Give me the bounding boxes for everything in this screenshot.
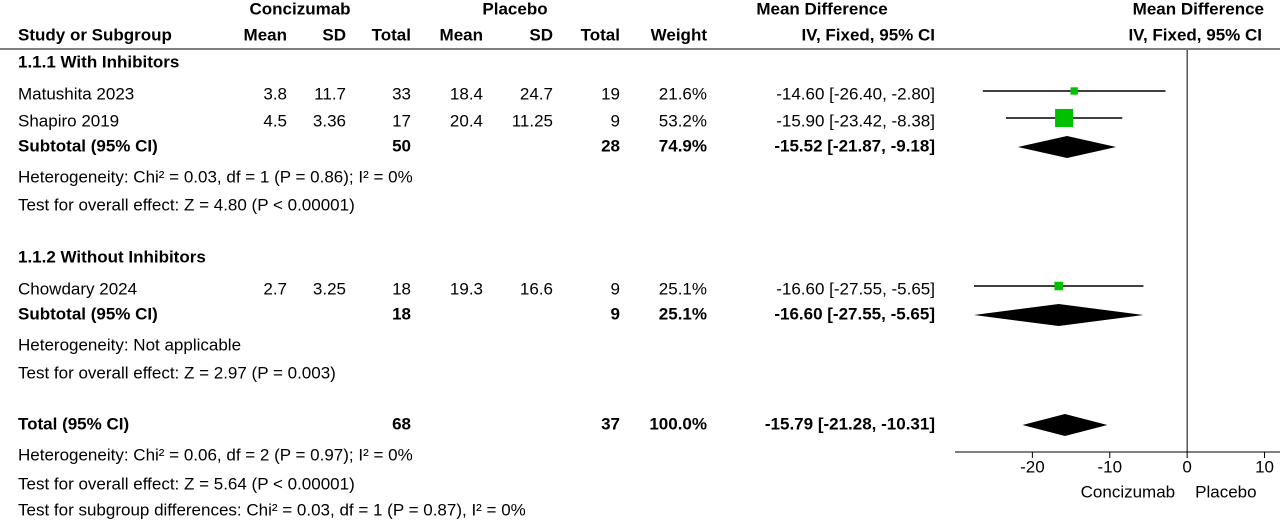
study-cell: 18.4	[450, 84, 483, 103]
study-weight: 25.1%	[659, 279, 707, 298]
column-header: Weight	[651, 25, 708, 44]
column-header: SD	[529, 25, 553, 44]
heterogeneity: Heterogeneity: Not applicable	[18, 335, 241, 354]
summary-effect: -15.79 [-21.28, -10.31]	[765, 414, 935, 433]
study-effect: -16.60 [-27.55, -5.65]	[776, 279, 935, 298]
summary-total: 50	[392, 136, 411, 155]
study-effect: -15.90 [-23.42, -8.38]	[776, 111, 935, 130]
study-cell: 11.25	[512, 111, 553, 130]
heterogeneity: Heterogeneity: Chi² = 0.06, df = 2 (P = …	[18, 445, 413, 464]
study-cell: 19.3	[450, 279, 483, 298]
study-cell: 24.7	[520, 84, 553, 103]
x-tick-label: -20	[1020, 457, 1045, 476]
summary-diamond	[973, 304, 1144, 326]
study-cell: 19	[601, 84, 620, 103]
column-header: Mean	[244, 25, 287, 44]
x-tick-label: 10	[1255, 457, 1274, 476]
overall-effect: Test for overall effect: Z = 4.80 (P < 0…	[18, 195, 355, 214]
overall-effect: Test for overall effect: Z = 2.97 (P = 0…	[18, 363, 336, 382]
study-cell: 9	[611, 111, 620, 130]
study-cell: 9	[611, 279, 620, 298]
column-header: Total	[581, 25, 620, 44]
md-header: Mean Difference	[756, 0, 887, 18]
group2-header: Placebo	[482, 0, 547, 18]
study-cell: 20.4	[450, 111, 483, 130]
effect-square	[1070, 87, 1078, 95]
summary-total: 18	[392, 304, 411, 323]
summary-effect: -15.52 [-21.87, -9.18]	[774, 136, 935, 155]
column-header: Mean	[440, 25, 483, 44]
summary-label: Subtotal (95% CI)	[18, 136, 158, 155]
subgroup-title: 1.1.1 With Inhibitors	[18, 52, 179, 71]
summary-weight: 25.1%	[659, 304, 707, 323]
overall-effect: Test for overall effect: Z = 5.64 (P < 0…	[18, 474, 355, 493]
favours-right: Placebo	[1195, 482, 1256, 501]
summary-weight: 74.9%	[659, 136, 707, 155]
study-weight: 53.2%	[659, 111, 707, 130]
study-cell: 33	[392, 84, 411, 103]
study-cell: 17	[392, 111, 411, 130]
summary-weight: 100.0%	[649, 414, 707, 433]
summary-effect: -16.60 [-27.55, -5.65]	[774, 304, 935, 323]
column-header: SD	[322, 25, 346, 44]
study-cell: 3.36	[313, 111, 346, 130]
plot-header: Mean Difference	[1133, 0, 1264, 18]
summary-label: Subtotal (95% CI)	[18, 304, 158, 323]
study-weight: 21.6%	[659, 84, 707, 103]
study-cell: 4.5	[263, 111, 287, 130]
study-cell: 3.8	[263, 84, 287, 103]
study-cell: 18	[392, 279, 411, 298]
heterogeneity: Heterogeneity: Chi² = 0.03, df = 1 (P = …	[18, 167, 413, 186]
plot-method: IV, Fixed, 95% CI	[1128, 25, 1262, 44]
favours-left: Concizumab	[1081, 482, 1176, 501]
study-effect: -14.60 [-26.40, -2.80]	[776, 84, 935, 103]
subgroup-title: 1.1.2 Without Inhibitors	[18, 247, 206, 266]
summary-total: 37	[601, 414, 620, 433]
summary-diamond	[1022, 414, 1108, 436]
summary-total: 9	[611, 304, 620, 323]
effect-square	[1054, 281, 1063, 291]
study-cell: 3.25	[313, 279, 346, 298]
study-name: Chowdary 2024	[18, 279, 137, 298]
study-cell: 11.7	[314, 84, 346, 103]
study-cell: 2.7	[263, 279, 287, 298]
summary-label: Total (95% CI)	[18, 414, 129, 433]
group1-header: Concizumab	[249, 0, 350, 18]
x-tick-label: -10	[1097, 457, 1122, 476]
study-cell: 16.6	[520, 279, 553, 298]
study-name: Matushita 2023	[18, 84, 134, 103]
column-header: Study or Subgroup	[18, 25, 172, 44]
x-tick-label: 0	[1182, 457, 1191, 476]
summary-diamond	[1017, 136, 1117, 158]
subgroup-differences: Test for subgroup differences: Chi² = 0.…	[18, 500, 526, 519]
summary-total: 68	[392, 414, 411, 433]
column-header: Total	[372, 25, 411, 44]
summary-total: 28	[601, 136, 620, 155]
effect-square	[1055, 108, 1074, 128]
md-method: IV, Fixed, 95% CI	[801, 25, 935, 44]
study-name: Shapiro 2019	[18, 111, 119, 130]
